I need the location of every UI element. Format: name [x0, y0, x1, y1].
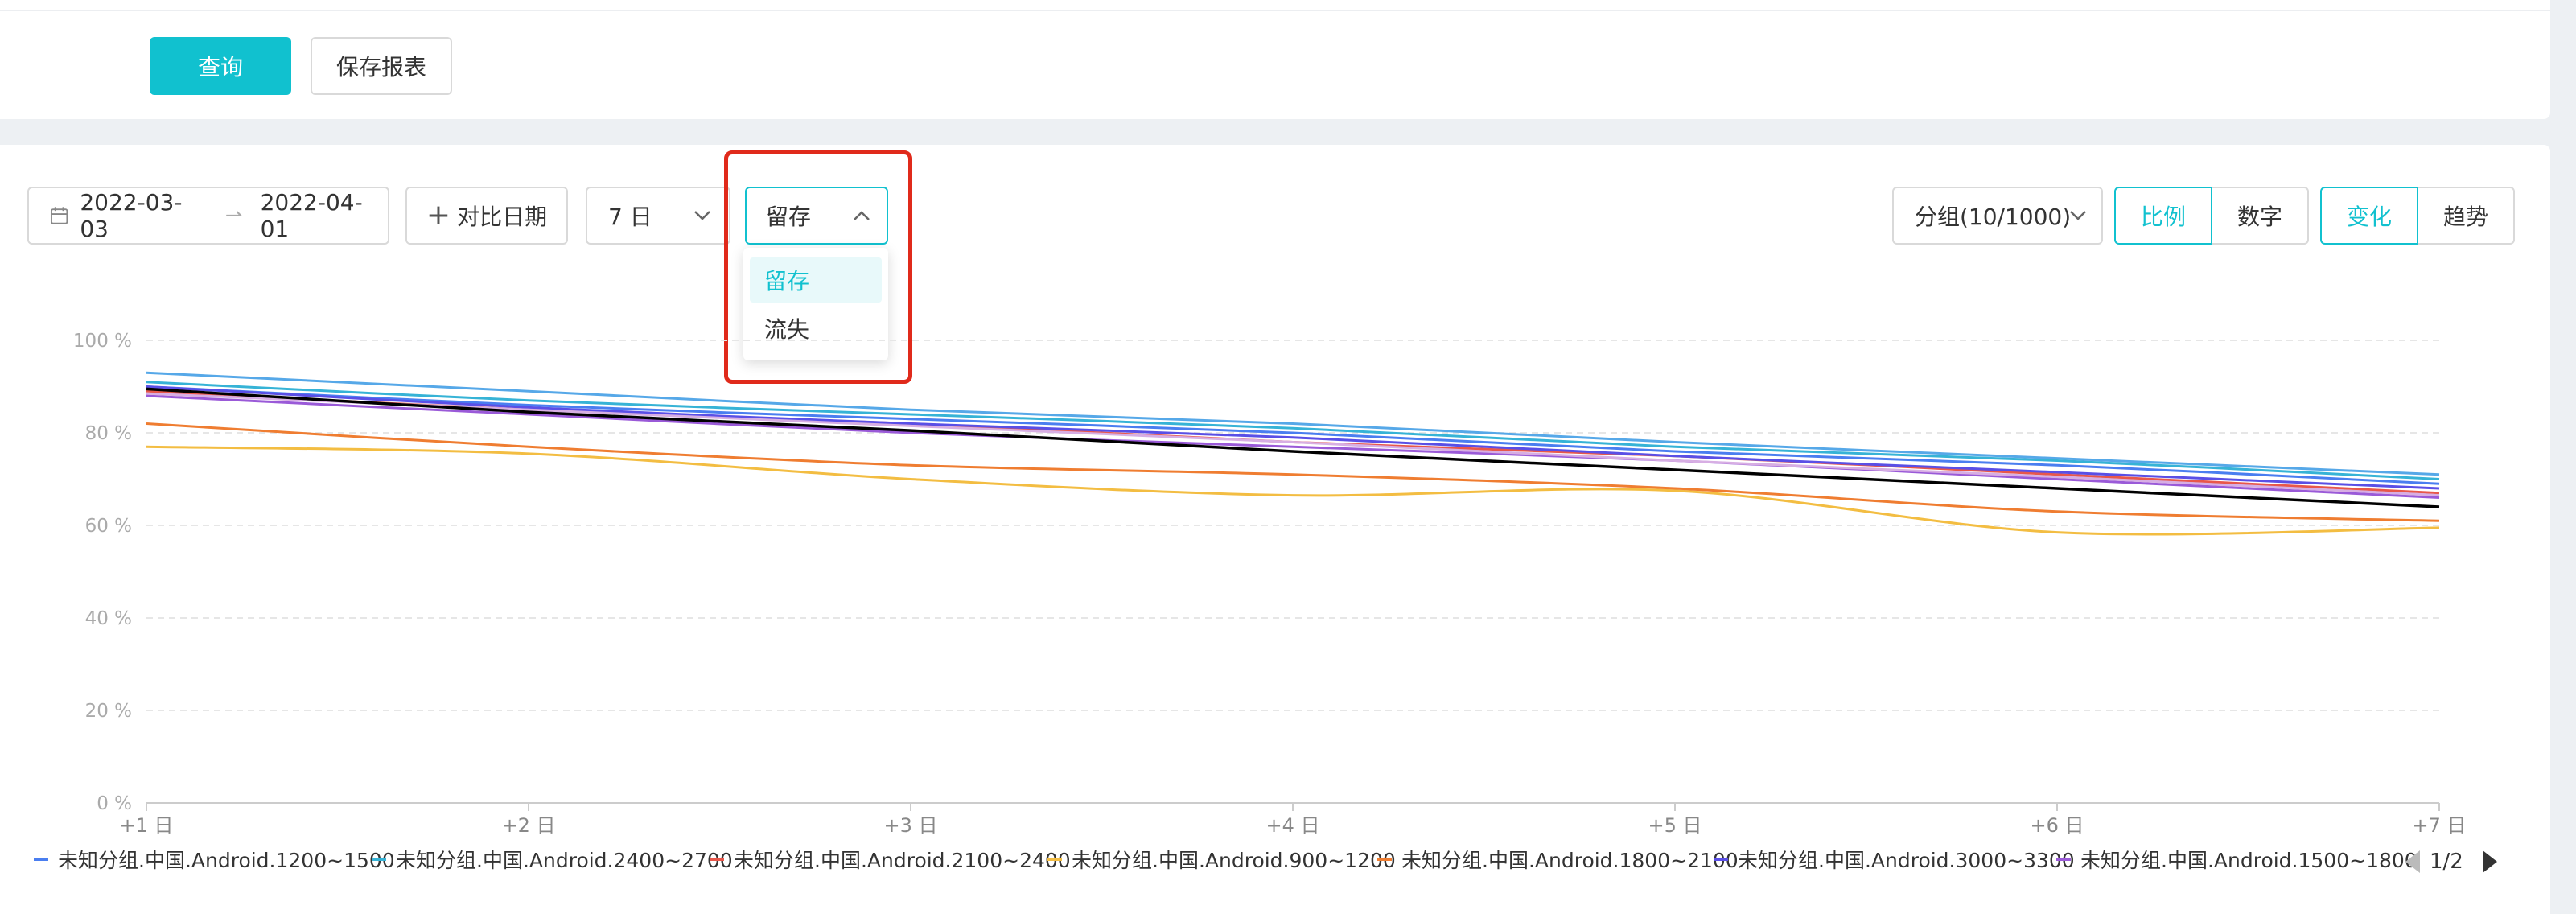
- legend-swatch: [1714, 858, 1728, 861]
- legend-item[interactable]: 未知分组.中国.Android.1500~1800: [2056, 845, 2418, 874]
- x-tick-label: +4 日: [1265, 814, 1319, 837]
- view-number-toggle[interactable]: 数字: [2211, 187, 2309, 245]
- chevron-up-icon: [854, 211, 870, 220]
- legend-label: 未知分组.中国.Android.1800~2100: [1401, 849, 1739, 872]
- legend-swatch: [710, 858, 724, 861]
- legend-swatch: [34, 858, 48, 861]
- compare-date-button[interactable]: + 对比日期: [405, 187, 568, 245]
- legend-swatch: [372, 858, 386, 861]
- days-select[interactable]: 7 日: [586, 187, 730, 245]
- x-tick-label: +7 日: [2412, 814, 2466, 837]
- legend-label: 未知分组.中国.Android.2400~2700: [396, 849, 733, 872]
- legend-swatch: [1377, 858, 1392, 861]
- x-tick-label: +1 日: [119, 814, 173, 837]
- legend-item[interactable]: 未知分组.中国.Android.2100~2400: [710, 845, 1071, 874]
- calendar-icon: [50, 207, 68, 224]
- x-tick-label: +3 日: [883, 814, 937, 837]
- legend-item[interactable]: 未知分组.中国.Android.3000~3300: [1714, 845, 2075, 874]
- x-tick-label: +5 日: [1648, 814, 1702, 837]
- legend-item[interactable]: 未知分组.中国.Android.2400~2700: [372, 845, 733, 874]
- series-line-10: [146, 387, 2440, 508]
- series-line-9: [146, 392, 2440, 497]
- legend-label: 未知分组.中国.Android.900~1200: [1072, 849, 1396, 872]
- mode-trend-toggle[interactable]: 趋势: [2417, 187, 2515, 245]
- group-select[interactable]: 分组(10/1000): [1892, 187, 2103, 245]
- date-start[interactable]: 2022-03-03: [80, 189, 183, 242]
- date-range-picker[interactable]: 2022-03-03 ⇀ 2022-04-01: [27, 187, 389, 245]
- metric-option-churn[interactable]: 流失: [764, 316, 810, 343]
- legend-swatch: [2056, 858, 2071, 861]
- metric-value: 留存: [766, 204, 812, 230]
- legend-label: 未知分组.中国.Android.1200~1500: [58, 849, 395, 872]
- days-value: 7 日: [608, 204, 652, 230]
- group-value: 分组(10/1000): [1915, 204, 2072, 230]
- legend-label: 未知分组.中国.Android.1500~1800: [2080, 849, 2418, 872]
- legend-pager: 1/2: [2405, 850, 2497, 874]
- legend-next-icon[interactable]: [2482, 850, 2497, 873]
- save-report-label: 保存报表: [335, 54, 426, 80]
- legend-item[interactable]: 未知分组.中国.Android.1200~1500: [34, 845, 395, 874]
- date-end[interactable]: 2022-04-01: [260, 189, 363, 242]
- legend-label: 未知分组.中国.Android.3000~3300: [1738, 849, 2075, 872]
- legend-page-indicator: 1/2: [2430, 850, 2463, 874]
- series-line-4: [146, 445, 2440, 536]
- y-tick-label: 80 %: [85, 423, 132, 444]
- series-line-5: [146, 422, 2440, 522]
- compare-date-label: 对比日期: [457, 204, 548, 230]
- dropdown-highlight-box: [724, 150, 912, 384]
- chart-panel: 2022-03-03 ⇀ 2022-04-01 + 对比日期 7 日 留存 留存…: [0, 145, 2550, 914]
- chevron-down-icon: [694, 211, 710, 220]
- query-button[interactable]: 查询: [150, 37, 291, 95]
- y-tick-label: 60 %: [85, 516, 132, 537]
- chart-legend: 未知分组.中国.Android.1200~1500 未知分组.中国.Android…: [0, 845, 2576, 888]
- series-line-2: [146, 381, 2440, 480]
- y-tick-label: 40 %: [85, 608, 132, 629]
- x-tick-label: +6 日: [2030, 814, 2084, 837]
- y-tick-label: 100 %: [73, 331, 132, 352]
- view-ratio-toggle[interactable]: 比例: [2114, 187, 2212, 245]
- mode-change-toggle[interactable]: 变化: [2320, 187, 2418, 245]
- series-line-7: [146, 394, 2440, 499]
- metric-dropdown-menu: 留存 流失: [743, 248, 888, 360]
- query-button-label: 查询: [197, 54, 243, 80]
- series-line-1: [146, 385, 2440, 485]
- metric-select[interactable]: 留存: [745, 187, 888, 245]
- y-tick-label: 20 %: [85, 701, 132, 722]
- x-tick-label: +2 日: [501, 814, 555, 837]
- series-line-8: [146, 371, 2440, 476]
- series-line-6: [146, 385, 2440, 490]
- arrow-right-icon: ⇀: [224, 204, 243, 228]
- legend-swatch: [1047, 858, 1062, 861]
- chevron-down-icon: [2070, 211, 2086, 220]
- legend-prev-icon[interactable]: [2405, 850, 2420, 873]
- plus-icon: +: [426, 199, 451, 232]
- legend-item[interactable]: 未知分组.中国.Android.900~1200: [1047, 845, 1396, 874]
- top-divider: [0, 10, 2550, 11]
- legend-item[interactable]: 未知分组.中国.Android.1800~2100: [1377, 845, 1739, 874]
- metric-option-retention[interactable]: 留存: [750, 257, 882, 303]
- save-report-button[interactable]: 保存报表: [311, 37, 452, 95]
- y-tick-label: 0 %: [97, 793, 132, 814]
- legend-label: 未知分组.中国.Android.2100~2400: [734, 849, 1071, 872]
